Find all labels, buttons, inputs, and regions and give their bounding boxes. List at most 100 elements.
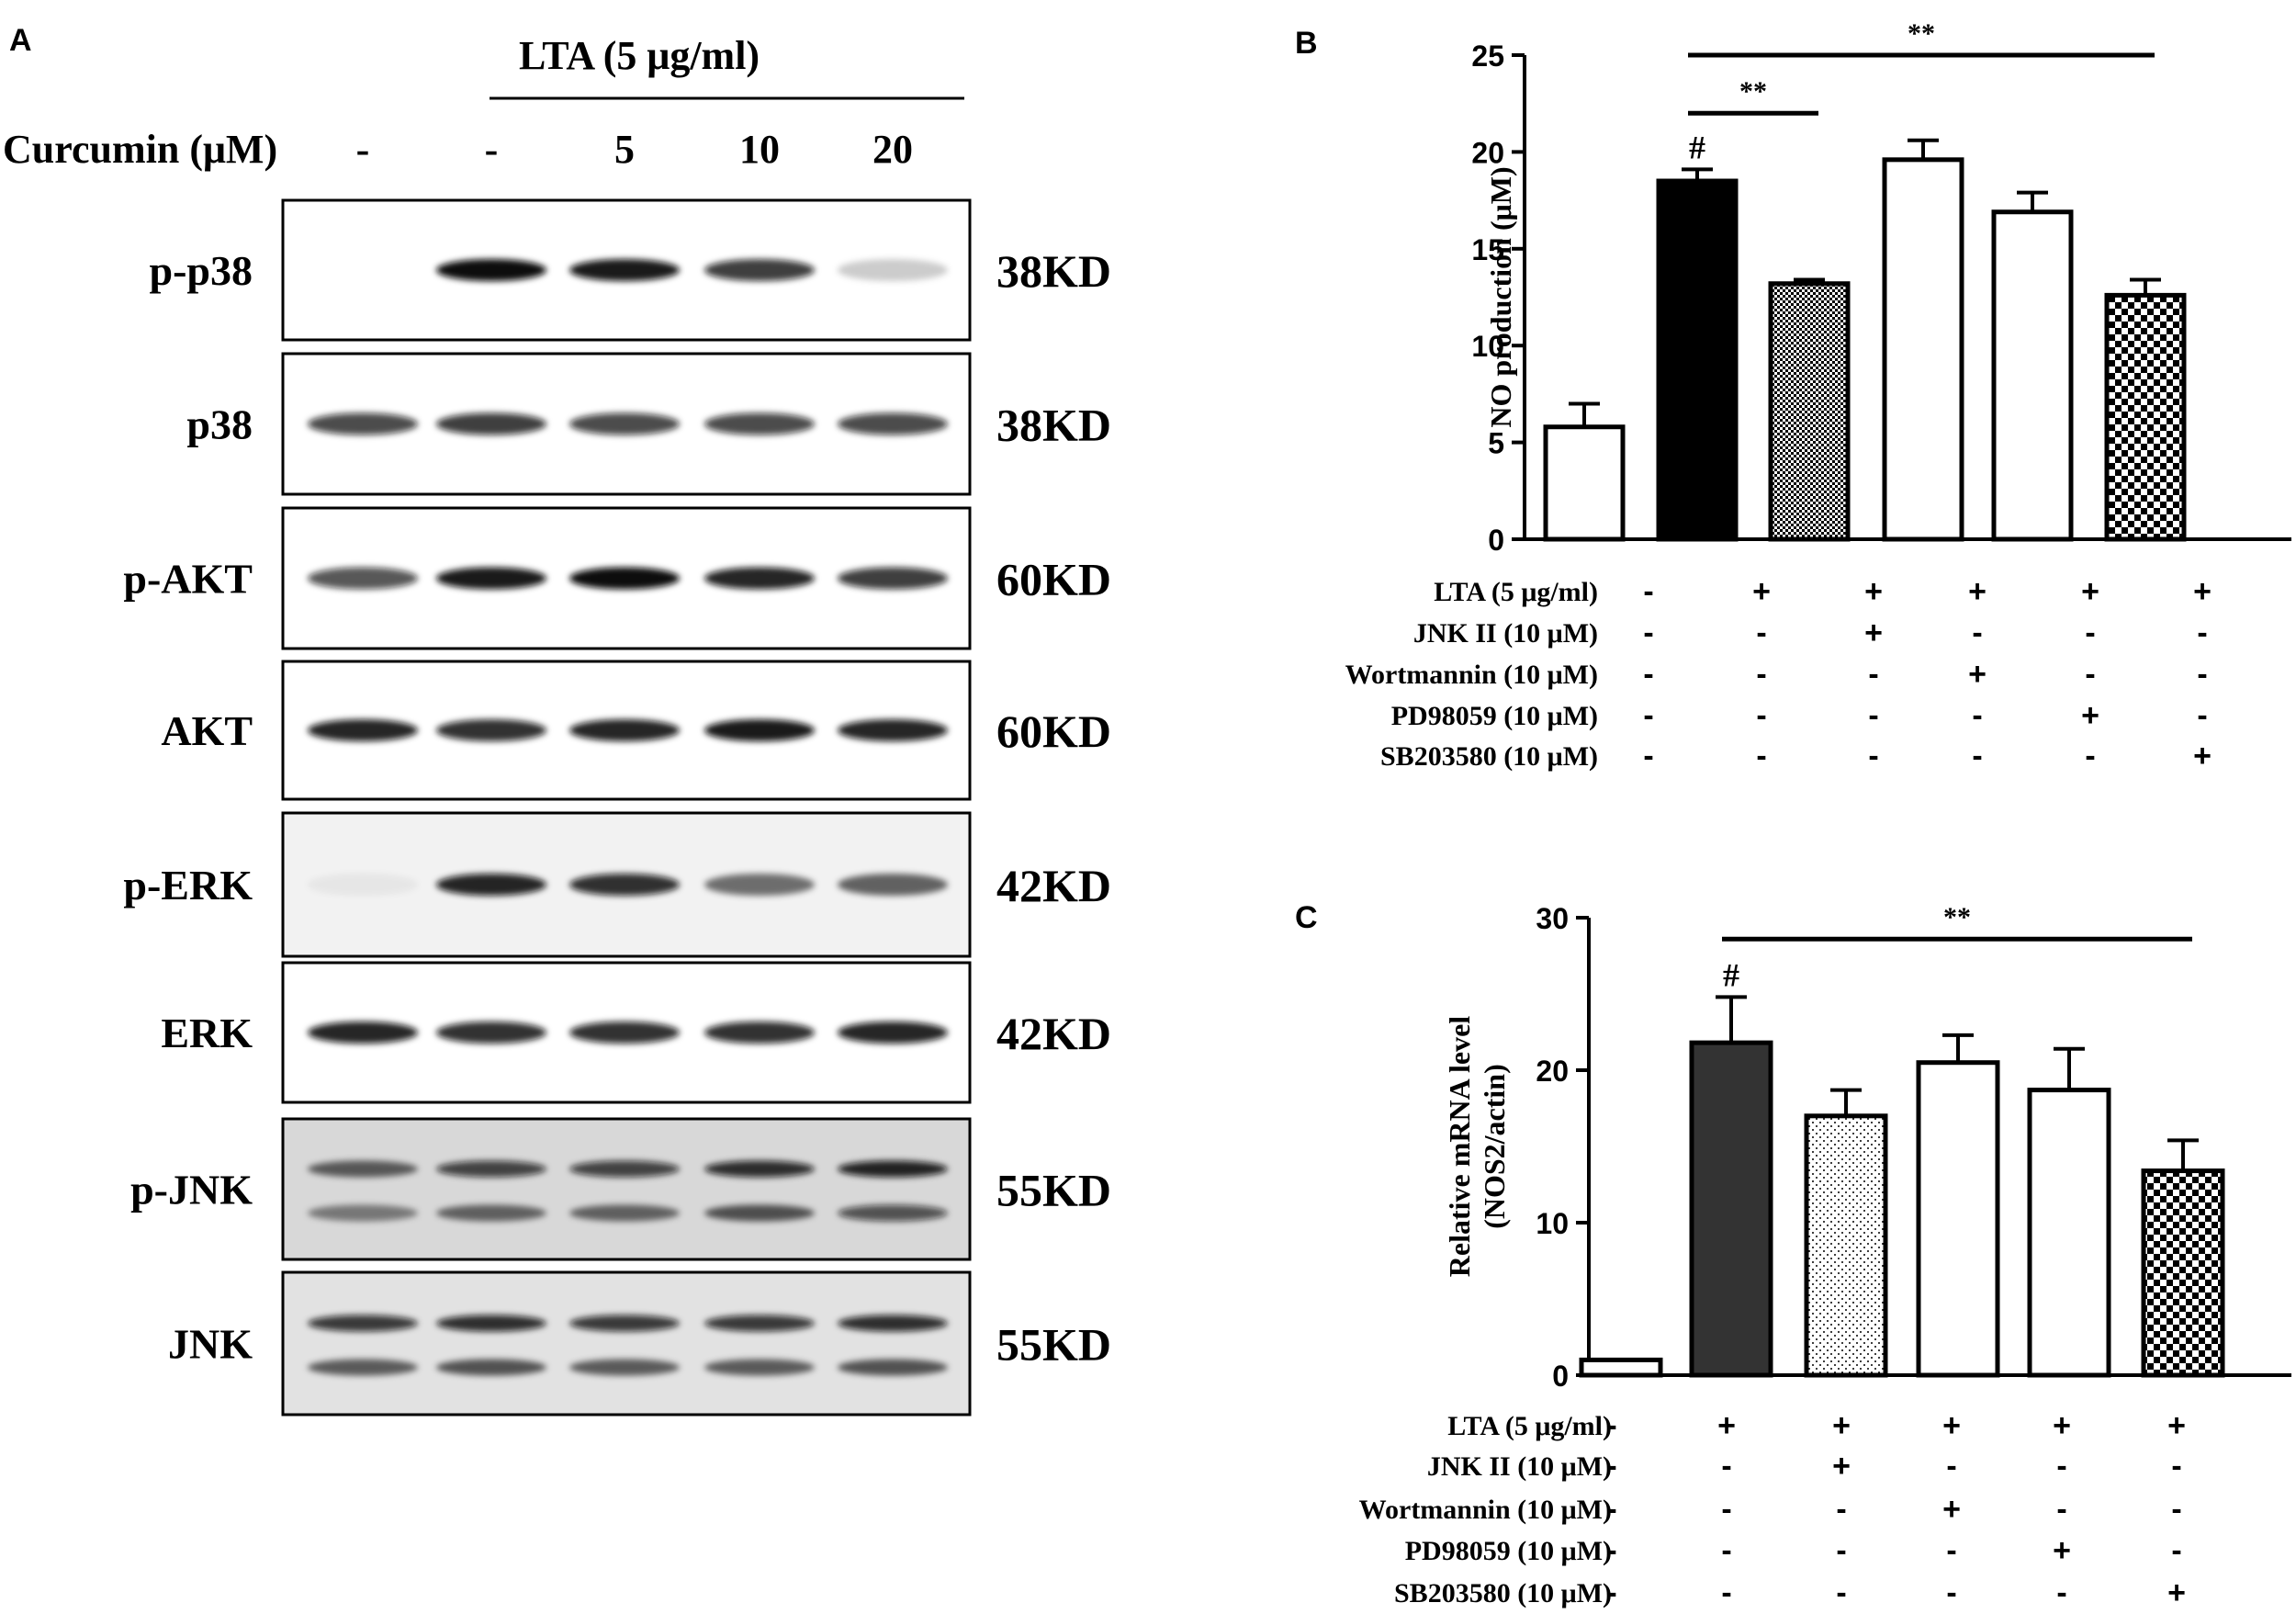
treatment-sign: - [1946, 1449, 1956, 1484]
blot-size-label: 42KD [996, 860, 1111, 911]
blot-row: p-p38 38KD [150, 198, 1111, 342]
treatment-sign: + [1942, 1408, 1961, 1443]
bar [1579, 1357, 1663, 1378]
blot-row: JNK 55KD [168, 1270, 1111, 1416]
treatment-sign: - [1643, 739, 1653, 773]
western-blots: p-p38 38KD p38 38KD p-AKT 60KD AKT 60KD p-ERK 42K… [123, 198, 1111, 1416]
treatment-sign: + [2167, 1408, 2186, 1443]
treatment-sign: - [1721, 1492, 1731, 1527]
blot-band [838, 412, 948, 435]
blot-band [704, 874, 815, 896]
blot-band [838, 259, 948, 281]
treatment-sign: + [1717, 1408, 1736, 1443]
treatment-sign: + [2053, 1408, 2071, 1443]
significance-label: ** [1943, 902, 1971, 932]
bar [1656, 178, 1739, 542]
blot-protein-label: p-p38 [150, 247, 253, 294]
treatment-sign: + [1832, 1408, 1851, 1443]
blot-size-label: 60KD [996, 554, 1111, 605]
blot-band [436, 1160, 546, 1178]
blot-band [704, 259, 815, 281]
blot-row: AKT 60KD [161, 660, 1111, 801]
treatment-sign: - [1946, 1575, 1956, 1610]
blot-band [704, 1160, 815, 1178]
treatment-label: JNK II (10 μM) [1427, 1451, 1612, 1482]
blot-size-label: 55KD [996, 1319, 1111, 1371]
blot-protein-label: AKT [161, 707, 253, 754]
treatment-sign: - [2056, 1449, 2066, 1484]
curcumin-label: Curcumin (μM) [3, 127, 277, 172]
y-tick-label: 20 [1471, 136, 1504, 169]
blot-band [838, 874, 948, 896]
bar [1882, 157, 1964, 542]
blot-band [436, 1359, 546, 1376]
treatment-label: Wortmannin (10 μM) [1359, 1495, 1612, 1525]
treatment-label: SB203580 (10 μM) [1380, 741, 1598, 772]
treatment-sign: + [2167, 1575, 2186, 1610]
chart-c: 0 10 20 30 Relative mRNA level (NOS2/actin) # *… [1359, 902, 2291, 1610]
blot-band [569, 874, 680, 896]
treatment-sign: - [2085, 739, 2095, 773]
blot-band [704, 1359, 815, 1376]
treatment-sign: + [1968, 574, 1986, 609]
treatment-sign: + [1752, 574, 1771, 609]
treatment-sign: - [1972, 698, 1982, 733]
curcumin-level: 5 [614, 127, 635, 172]
blot-band [838, 719, 948, 741]
blot-band [569, 1315, 680, 1332]
bar [1768, 281, 1851, 542]
blot-band [569, 259, 680, 281]
blot-band [704, 1021, 815, 1044]
treatment-label: PD98059 (10 μM) [1391, 701, 1598, 731]
blot-band [308, 567, 418, 590]
treatment-sign: - [1643, 574, 1653, 609]
treatment-label: SB203580 (10 μM) [1394, 1578, 1612, 1608]
y-tick-label: 0 [1552, 1360, 1569, 1393]
treatment-sign: - [2171, 1492, 2181, 1527]
treatment-sign: - [2197, 615, 2207, 650]
blot-protein-label: ERK [161, 1010, 253, 1056]
y-tick-label: 30 [1536, 902, 1569, 935]
y-tick-label: 10 [1471, 330, 1504, 363]
curcumin-level: 20 [872, 127, 913, 172]
blot-band [838, 1315, 948, 1332]
significance-label: ** [1908, 18, 1935, 49]
blot-protein-label: p-ERK [123, 862, 253, 909]
treatment-sign: - [1868, 657, 1878, 692]
blot-size-label: 60KD [996, 705, 1111, 757]
blot-protein-label: p-JNK [130, 1167, 253, 1213]
curcumin-level: 10 [739, 127, 780, 172]
treatment-sign: - [1721, 1533, 1731, 1568]
treatment-sign: - [1721, 1449, 1731, 1484]
treatment-sign: - [2171, 1533, 2181, 1568]
blot-band [308, 1315, 418, 1332]
blot-band [569, 412, 680, 435]
treatment-sign: - [1756, 739, 1766, 773]
treatment-sign: - [2056, 1575, 2066, 1610]
blot-protein-label: p38 [186, 401, 253, 448]
blot-band [838, 1160, 948, 1178]
y-tick-label: 25 [1471, 40, 1504, 73]
treatment-label: LTA (5 μg/ml) [1434, 577, 1598, 607]
blot-row: ERK 42KD [161, 961, 1111, 1104]
treatment-sign: + [2193, 574, 2212, 609]
treatment-sign: + [1968, 657, 1986, 692]
y-axis-label: NO production (μM) [1484, 166, 1517, 427]
blot-band [704, 412, 815, 435]
bar [1991, 209, 2074, 542]
treatment-sign: - [2197, 698, 2207, 733]
significance-label: ** [1739, 76, 1767, 107]
blot-protein-label: JNK [168, 1321, 253, 1368]
treatment-label: LTA (5 μg/ml) [1447, 1411, 1612, 1441]
blot-band [436, 1315, 546, 1332]
treatment-sign: + [2053, 1533, 2071, 1568]
treatment-sign: - [2171, 1449, 2181, 1484]
panel-c-letter: C [1295, 900, 1318, 935]
bar [1689, 1040, 1773, 1378]
treatment-sign: - [1606, 1408, 1616, 1443]
treatment-sign: - [1972, 615, 1982, 650]
blot-band [308, 1204, 418, 1222]
blot-band [308, 1359, 418, 1376]
treatment-sign: - [1756, 615, 1766, 650]
